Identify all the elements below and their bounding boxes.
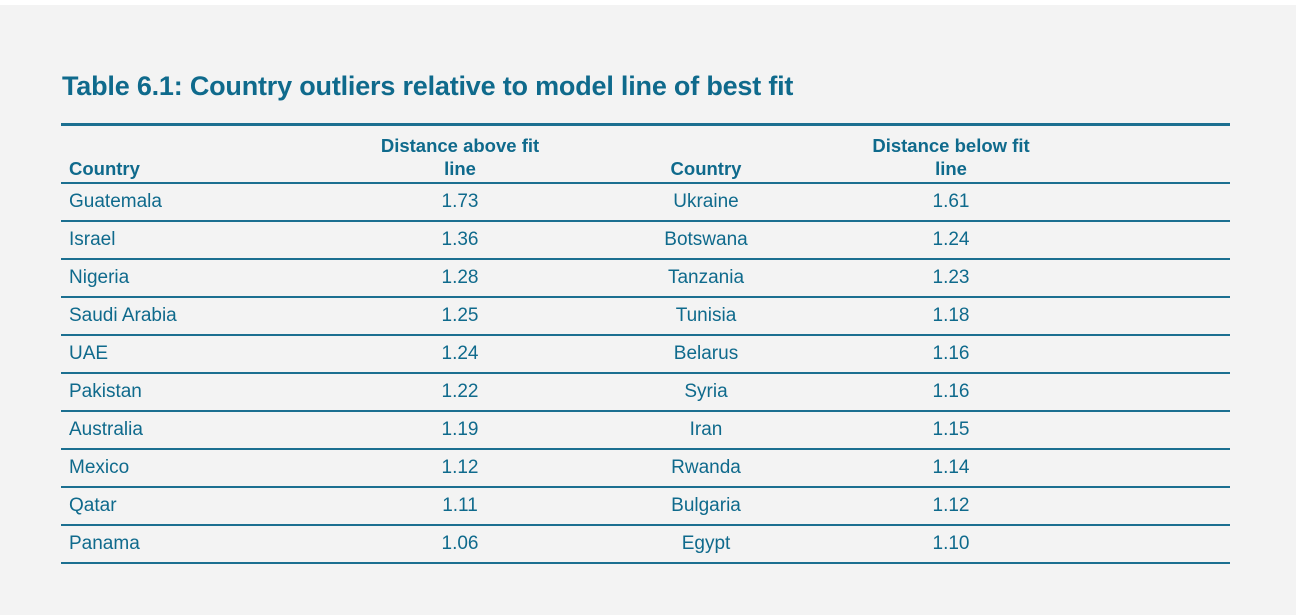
table-row: Qatar 1.11 Bulgaria 1.12 bbox=[61, 487, 1230, 525]
row-spacer bbox=[1081, 259, 1230, 297]
table-row: Guatemala 1.73 Ukraine 1.61 bbox=[61, 183, 1230, 221]
header-country-above: Country bbox=[69, 158, 140, 179]
header-spacer bbox=[1081, 125, 1230, 184]
below-country-cell: Bulgaria bbox=[671, 495, 741, 516]
row-spacer bbox=[1081, 297, 1230, 335]
above-country-cell: Pakistan bbox=[69, 381, 142, 402]
below-value-cell: 1.15 bbox=[932, 419, 970, 440]
below-country-cell: Tunisia bbox=[675, 305, 737, 326]
header-country-below: Country bbox=[670, 158, 742, 179]
table-row: Israel 1.36 Botswana 1.24 bbox=[61, 221, 1230, 259]
table-row: UAE 1.24 Belarus 1.16 bbox=[61, 335, 1230, 373]
table-row: Mexico 1.12 Rwanda 1.14 bbox=[61, 449, 1230, 487]
below-value-cell: 1.61 bbox=[932, 191, 970, 212]
above-country-cell: Israel bbox=[69, 229, 116, 250]
above-value-cell: 1.28 bbox=[441, 267, 479, 288]
below-country-cell: Iran bbox=[689, 419, 723, 440]
below-value-cell: 1.16 bbox=[932, 343, 970, 364]
document-panel: Table 6.1: Country outliers relative to … bbox=[0, 5, 1296, 615]
above-value-cell: 1.36 bbox=[441, 229, 479, 250]
row-spacer bbox=[1081, 487, 1230, 525]
above-value-cell: 1.25 bbox=[441, 305, 479, 326]
below-country-cell: Ukraine bbox=[673, 191, 739, 212]
table-row: Saudi Arabia 1.25 Tunisia 1.18 bbox=[61, 297, 1230, 335]
above-country-cell: Qatar bbox=[69, 495, 117, 516]
table-row: Nigeria 1.28 Tanzania 1.23 bbox=[61, 259, 1230, 297]
above-country-cell: UAE bbox=[69, 343, 109, 364]
above-value-cell: 1.19 bbox=[441, 419, 479, 440]
table-row: Australia 1.19 Iran 1.15 bbox=[61, 411, 1230, 449]
above-country-cell: Saudi Arabia bbox=[69, 305, 177, 326]
header-distance-below-text: Distance below fit line bbox=[872, 135, 1030, 179]
above-value-cell: 1.22 bbox=[441, 381, 479, 402]
above-value-cell: 1.06 bbox=[441, 533, 479, 554]
row-spacer bbox=[1081, 411, 1230, 449]
below-value-cell: 1.23 bbox=[932, 267, 970, 288]
below-country-cell: Tanzania bbox=[667, 267, 745, 288]
below-country-cell: Rwanda bbox=[671, 457, 741, 478]
outliers-table: Country Distance above fit line Country … bbox=[61, 123, 1230, 564]
below-value-cell: 1.16 bbox=[932, 381, 970, 402]
header-distance-above: Distance above fit line bbox=[329, 125, 591, 184]
row-spacer bbox=[1081, 335, 1230, 373]
below-value-cell: 1.10 bbox=[932, 533, 970, 554]
row-spacer bbox=[1081, 183, 1230, 221]
above-country-cell: Guatemala bbox=[69, 191, 162, 212]
above-value-cell: 1.12 bbox=[441, 457, 479, 478]
table-row: Panama 1.06 Egypt 1.10 bbox=[61, 525, 1230, 563]
row-spacer bbox=[1081, 373, 1230, 411]
below-country-cell: Belarus bbox=[673, 343, 739, 364]
above-country-cell: Mexico bbox=[69, 457, 130, 478]
above-country-cell: Nigeria bbox=[69, 267, 130, 288]
table-title: Table 6.1: Country outliers relative to … bbox=[62, 71, 794, 101]
below-value-cell: 1.24 bbox=[932, 229, 970, 250]
table-row: Pakistan 1.22 Syria 1.16 bbox=[61, 373, 1230, 411]
header-distance-above-text: Distance above fit line bbox=[380, 135, 540, 179]
table-header-row: Country Distance above fit line Country … bbox=[61, 124, 1230, 184]
below-country-cell: Botswana bbox=[664, 229, 748, 250]
below-country-cell: Egypt bbox=[681, 533, 731, 554]
above-value-cell: 1.73 bbox=[441, 191, 479, 212]
row-spacer bbox=[1081, 221, 1230, 259]
below-country-cell: Syria bbox=[684, 381, 728, 402]
below-value-cell: 1.18 bbox=[932, 305, 970, 326]
header-distance-below: Distance below fit line bbox=[821, 125, 1081, 184]
above-country-cell: Panama bbox=[69, 533, 140, 554]
row-spacer bbox=[1081, 449, 1230, 487]
below-value-cell: 1.12 bbox=[932, 495, 970, 516]
below-value-cell: 1.14 bbox=[932, 457, 970, 478]
table-body: Guatemala 1.73 Ukraine 1.61 Israel 1.36 Botswa… bbox=[61, 183, 1230, 563]
row-spacer bbox=[1081, 525, 1230, 563]
above-value-cell: 1.11 bbox=[442, 495, 478, 516]
above-value-cell: 1.24 bbox=[441, 343, 479, 364]
above-country-cell: Australia bbox=[69, 419, 143, 440]
